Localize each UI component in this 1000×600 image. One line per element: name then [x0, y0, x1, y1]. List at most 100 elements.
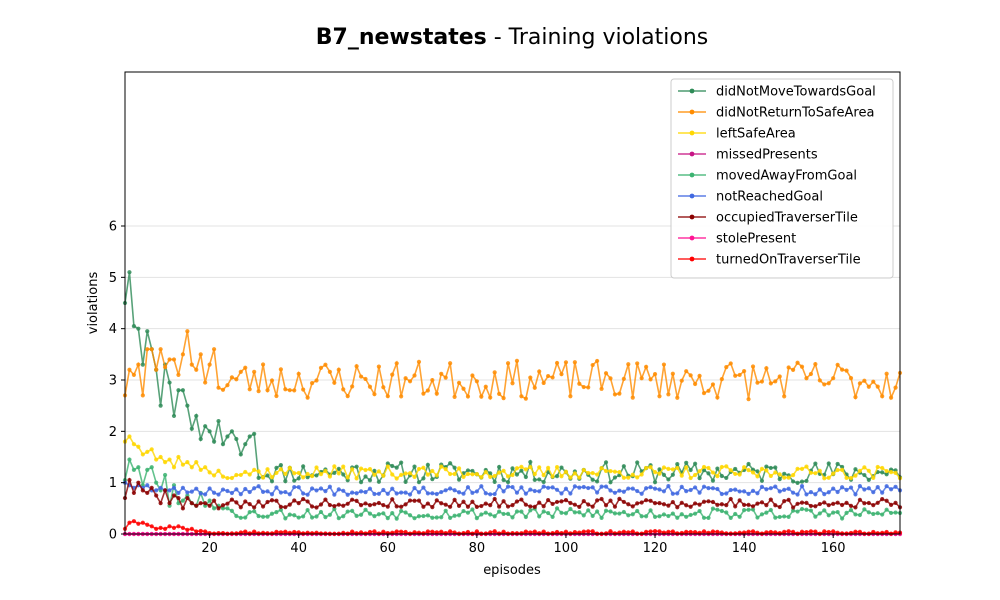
data-point [456, 503, 462, 508]
data-point [577, 510, 582, 515]
data-point [407, 379, 413, 384]
data-point [782, 514, 787, 519]
data-point [786, 497, 791, 502]
data-point [225, 488, 230, 494]
data-point [470, 472, 475, 477]
data-point [479, 475, 484, 480]
data-point [599, 465, 604, 471]
data-point [323, 515, 328, 520]
data-point [857, 512, 863, 518]
data-point [274, 529, 279, 534]
data-point [688, 504, 693, 509]
data-point [626, 486, 631, 491]
data-point [541, 380, 546, 386]
data-point [893, 385, 898, 390]
data-point [835, 467, 840, 473]
data-point [448, 515, 453, 520]
data-point [269, 492, 275, 497]
data-point [171, 485, 177, 490]
data-point [363, 531, 368, 536]
data-point [737, 498, 742, 503]
data-point [510, 515, 515, 520]
data-point [652, 529, 658, 534]
data-point [804, 464, 809, 469]
data-point [452, 394, 457, 399]
data-point [131, 467, 137, 472]
data-point [185, 490, 190, 495]
data-point [884, 371, 889, 376]
data-point [581, 467, 586, 473]
data-point [759, 484, 765, 489]
data-point [492, 514, 497, 519]
data-point [554, 465, 560, 470]
data-point [269, 511, 275, 516]
data-point [385, 461, 390, 466]
data-point [314, 473, 319, 478]
data-point [162, 488, 168, 493]
data-point [149, 524, 154, 529]
data-point [252, 369, 257, 374]
data-point [835, 362, 840, 367]
data-point [661, 489, 667, 494]
data-point [407, 471, 413, 476]
data-point [523, 529, 528, 534]
data-point [603, 531, 609, 536]
legend-item: occupiedTraverserTile [678, 211, 858, 226]
data-point [367, 486, 373, 491]
data-point [367, 467, 373, 472]
data-point [621, 489, 626, 494]
data-point [648, 498, 653, 503]
data-point [554, 360, 560, 366]
data-point [706, 471, 711, 476]
data-point [875, 485, 880, 490]
data-point [399, 529, 404, 534]
data-point [804, 376, 809, 381]
data-point [532, 504, 537, 509]
data-point [390, 486, 395, 491]
legend-label: didNotReturnToSafeArea [716, 106, 874, 121]
data-point [777, 489, 782, 494]
data-point [880, 465, 885, 471]
data-point [666, 477, 671, 482]
data-point [550, 474, 555, 479]
data-point [782, 487, 787, 492]
data-point [443, 502, 448, 507]
data-point [621, 464, 626, 469]
data-point [162, 472, 168, 478]
data-point [617, 496, 622, 501]
data-point [532, 385, 537, 390]
data-point [831, 529, 836, 534]
data-point [252, 467, 257, 472]
data-point [652, 480, 658, 485]
data-point [750, 470, 756, 475]
y-tick-label: 0 [109, 528, 117, 543]
data-point [403, 529, 408, 535]
data-point [318, 472, 324, 477]
data-point [350, 508, 355, 513]
data-point [296, 515, 301, 520]
data-point [706, 499, 711, 504]
data-point [425, 491, 430, 496]
data-point [710, 478, 716, 483]
data-point [287, 492, 292, 497]
data-point [399, 490, 404, 495]
data-point [648, 465, 653, 470]
data-point [697, 373, 702, 378]
data-point [510, 531, 515, 536]
data-point [309, 515, 315, 520]
data-point [203, 465, 208, 470]
data-point [755, 380, 760, 385]
data-point [287, 465, 292, 470]
data-point [207, 503, 212, 508]
data-point [577, 475, 582, 480]
data-point [412, 516, 417, 521]
data-point [577, 485, 582, 490]
data-point [626, 513, 631, 518]
data-point [483, 531, 488, 536]
data-point [256, 499, 261, 504]
data-point [483, 501, 488, 506]
data-point [136, 465, 141, 470]
data-point [880, 394, 885, 399]
data-point [679, 484, 684, 489]
data-point [701, 390, 707, 396]
